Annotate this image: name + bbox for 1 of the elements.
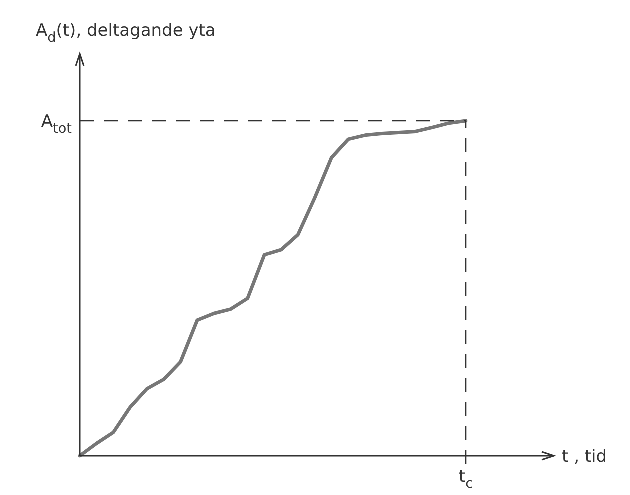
text: t , tid — [562, 447, 608, 467]
